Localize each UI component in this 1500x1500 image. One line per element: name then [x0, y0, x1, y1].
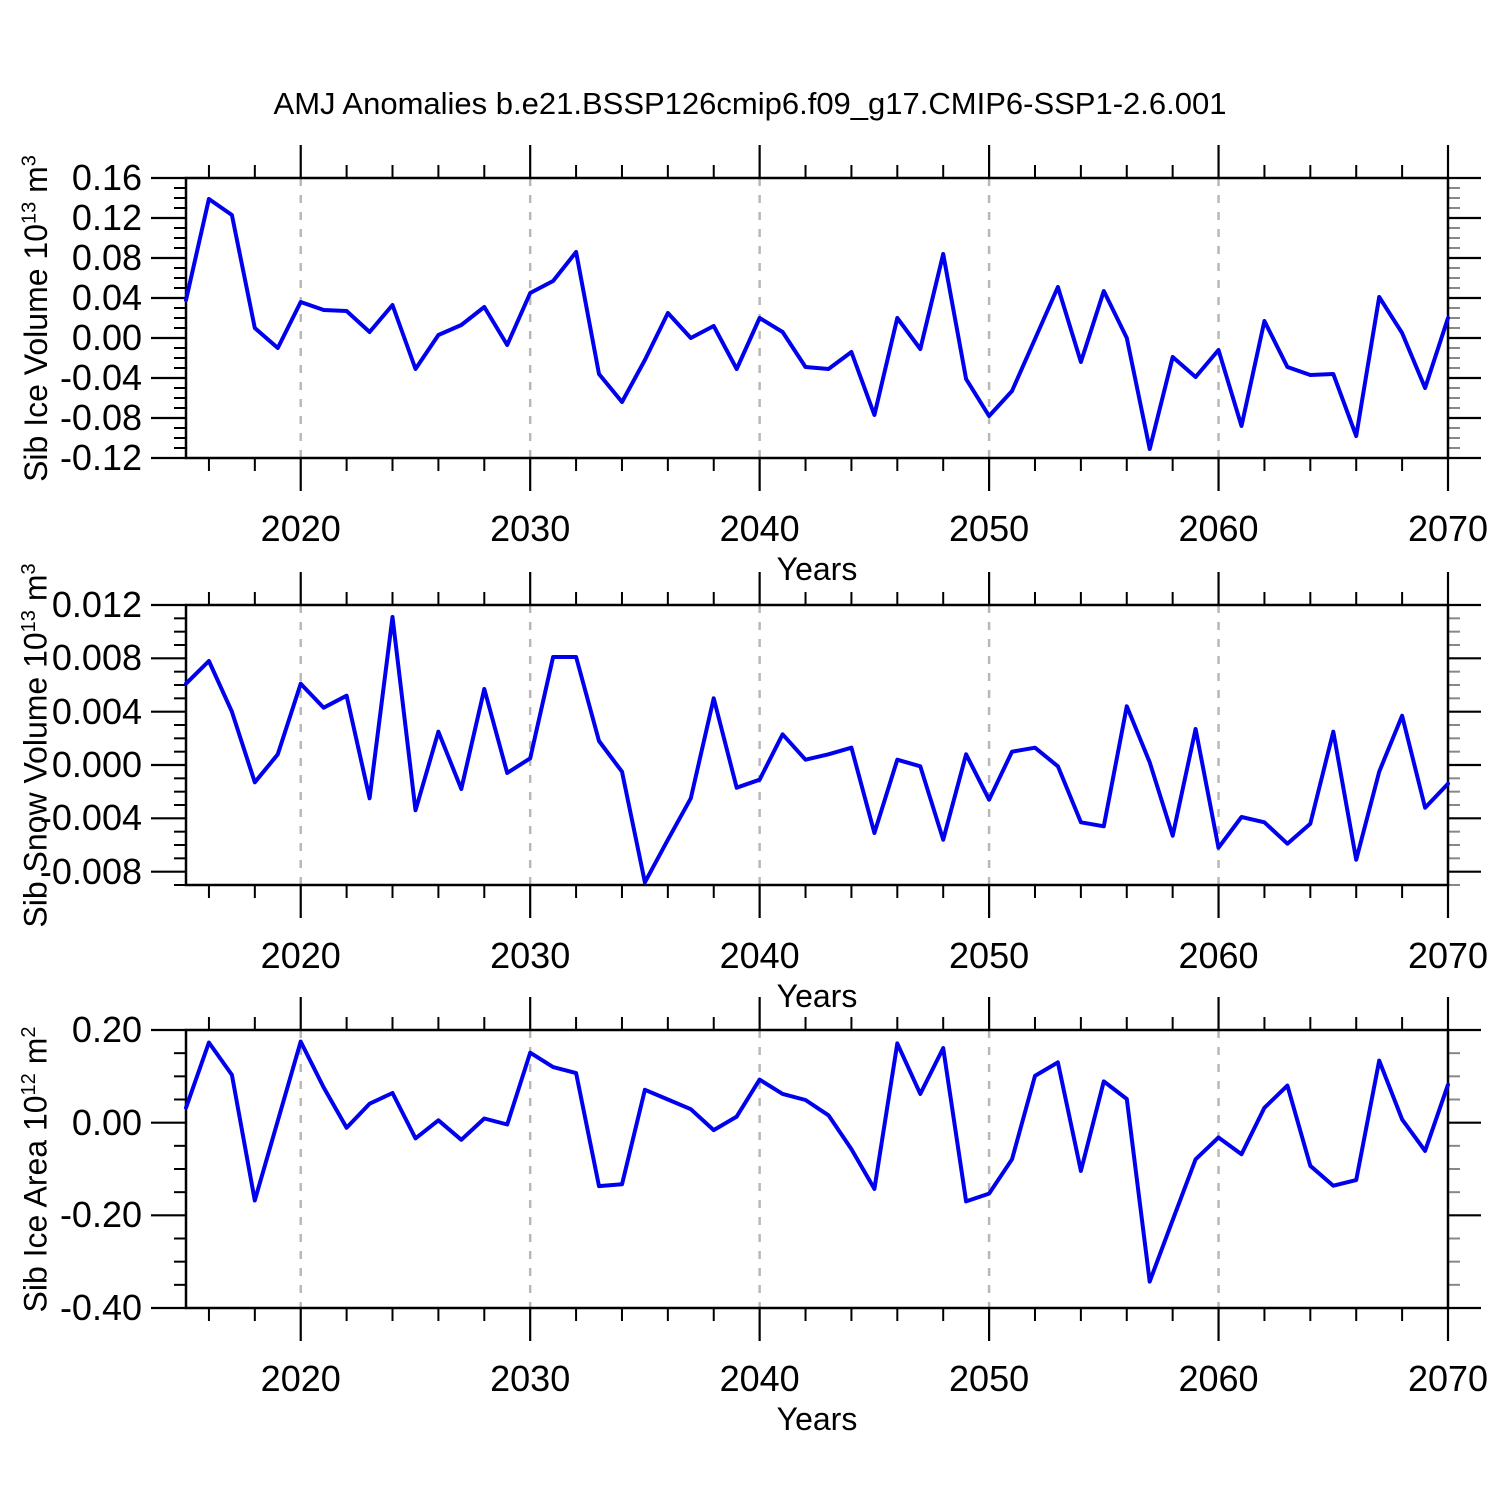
data-line-panel-1	[184, 197, 1450, 451]
x-tick-label: 2040	[719, 508, 800, 549]
x-tick-label: 2030	[490, 935, 571, 976]
y-tick-label: 0.12	[71, 197, 142, 238]
x-axis-title: Years	[776, 1401, 858, 1437]
y-tick-label: 0.00	[71, 317, 142, 358]
x-tick-label: 2070	[1407, 935, 1489, 976]
x-tick-label: 2020	[260, 935, 341, 976]
y-tick-label: -0.08	[59, 397, 142, 438]
y-tick-label: 0.00	[71, 1101, 142, 1143]
x-tick-label: 2070	[1407, 1358, 1489, 1399]
x-tick-label: 2030	[490, 1358, 571, 1399]
y-axis-title-exponent: 12	[17, 1072, 40, 1095]
y-tick-label: -0.20	[59, 1194, 142, 1236]
y-tick-label: 0.012	[51, 584, 142, 625]
y-tick-label: -0.04	[59, 357, 142, 398]
x-tick-label: 2020	[260, 508, 341, 549]
x-tick-label: 2050	[949, 1358, 1030, 1399]
y-tick-label: -0.12	[59, 437, 142, 478]
y-tick-label: 0.16	[71, 157, 142, 198]
x-tick-label: 2060	[1178, 1358, 1259, 1399]
chart-title: AMJ Anomalies b.e21.BSSP126cmip6.f09_g17…	[273, 86, 1227, 121]
x-tick-label: 2040	[719, 1358, 800, 1399]
y-tick-label: -0.008	[39, 850, 142, 892]
x-tick-label: 2060	[1178, 508, 1259, 549]
x-tick-label: 2050	[949, 508, 1030, 549]
y-tick-label: 0.20	[71, 1009, 142, 1050]
y-tick-label: 0.04	[71, 277, 142, 318]
y-axis-title-text: Sib Ice Area 1012 m2	[18, 1026, 55, 1312]
x-axis-title: Years	[776, 978, 858, 1014]
x-tick-label: 2040	[719, 935, 800, 976]
y-axis-title-unit-exponent: 3	[17, 562, 40, 575]
y-axis-title: Sib Ice Area 1012 m2	[0, 1026, 72, 1312]
x-tick-label: 2020	[260, 1358, 341, 1399]
x-tick-label: 2060	[1178, 935, 1259, 976]
y-tick-label: -0.40	[59, 1287, 142, 1328]
y-tick-label: -0.004	[39, 797, 142, 839]
data-line-panel-3	[184, 1039, 1450, 1284]
x-tick-label: 2050	[949, 935, 1030, 976]
y-tick-label: 0.08	[71, 237, 142, 278]
data-line-panel-2	[184, 615, 1450, 885]
x-tick-label: 2070	[1407, 508, 1489, 549]
x-axis-title: Years	[776, 551, 858, 587]
y-tick-label: 0.000	[51, 744, 142, 785]
x-tick-label: 2030	[490, 508, 571, 549]
y-tick-label: 0.004	[51, 690, 142, 732]
y-tick-label: 0.008	[51, 637, 142, 679]
